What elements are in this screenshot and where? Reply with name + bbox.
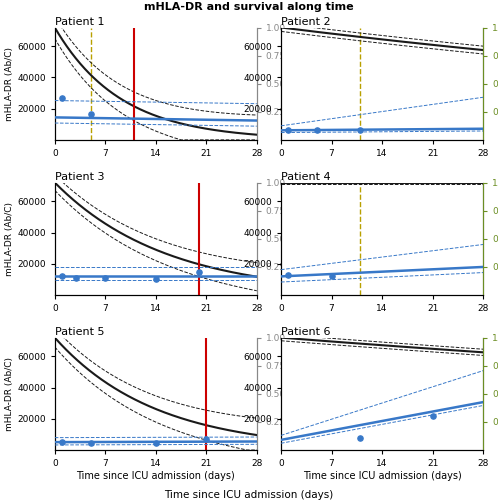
Point — [58, 438, 66, 446]
Text: Time since ICU admission (days): Time since ICU admission (days) — [164, 490, 334, 500]
Point — [87, 110, 95, 118]
Point — [202, 435, 210, 443]
X-axis label: Time since ICU admission (days): Time since ICU admission (days) — [76, 471, 235, 481]
Point — [284, 270, 292, 278]
Point — [328, 272, 336, 280]
Point — [87, 438, 95, 446]
Point — [101, 274, 109, 282]
Text: Patient 5: Patient 5 — [55, 327, 104, 337]
Point — [313, 126, 321, 134]
Text: Patient 6: Patient 6 — [281, 327, 331, 337]
Point — [152, 274, 160, 282]
Point — [357, 434, 365, 442]
Point — [152, 439, 160, 447]
Point — [72, 274, 80, 281]
Y-axis label: mHLA-DR (Ab/C): mHLA-DR (Ab/C) — [5, 202, 14, 276]
Point — [195, 268, 203, 276]
Text: Patient 2: Patient 2 — [281, 16, 331, 26]
Point — [58, 94, 66, 102]
Text: Patient 3: Patient 3 — [55, 172, 104, 182]
Y-axis label: mHLA-DR (Ab/C): mHLA-DR (Ab/C) — [5, 46, 14, 120]
Point — [429, 412, 437, 420]
X-axis label: Time since ICU admission (days): Time since ICU admission (days) — [303, 471, 462, 481]
Text: mHLA-DR and survival along time: mHLA-DR and survival along time — [144, 2, 354, 12]
Text: Patient 1: Patient 1 — [55, 16, 104, 26]
Text: Patient 4: Patient 4 — [281, 172, 331, 182]
Point — [357, 126, 365, 134]
Point — [58, 272, 66, 280]
Y-axis label: mHLA-DR (Ab/C): mHLA-DR (Ab/C) — [5, 357, 14, 431]
Point — [284, 126, 292, 134]
